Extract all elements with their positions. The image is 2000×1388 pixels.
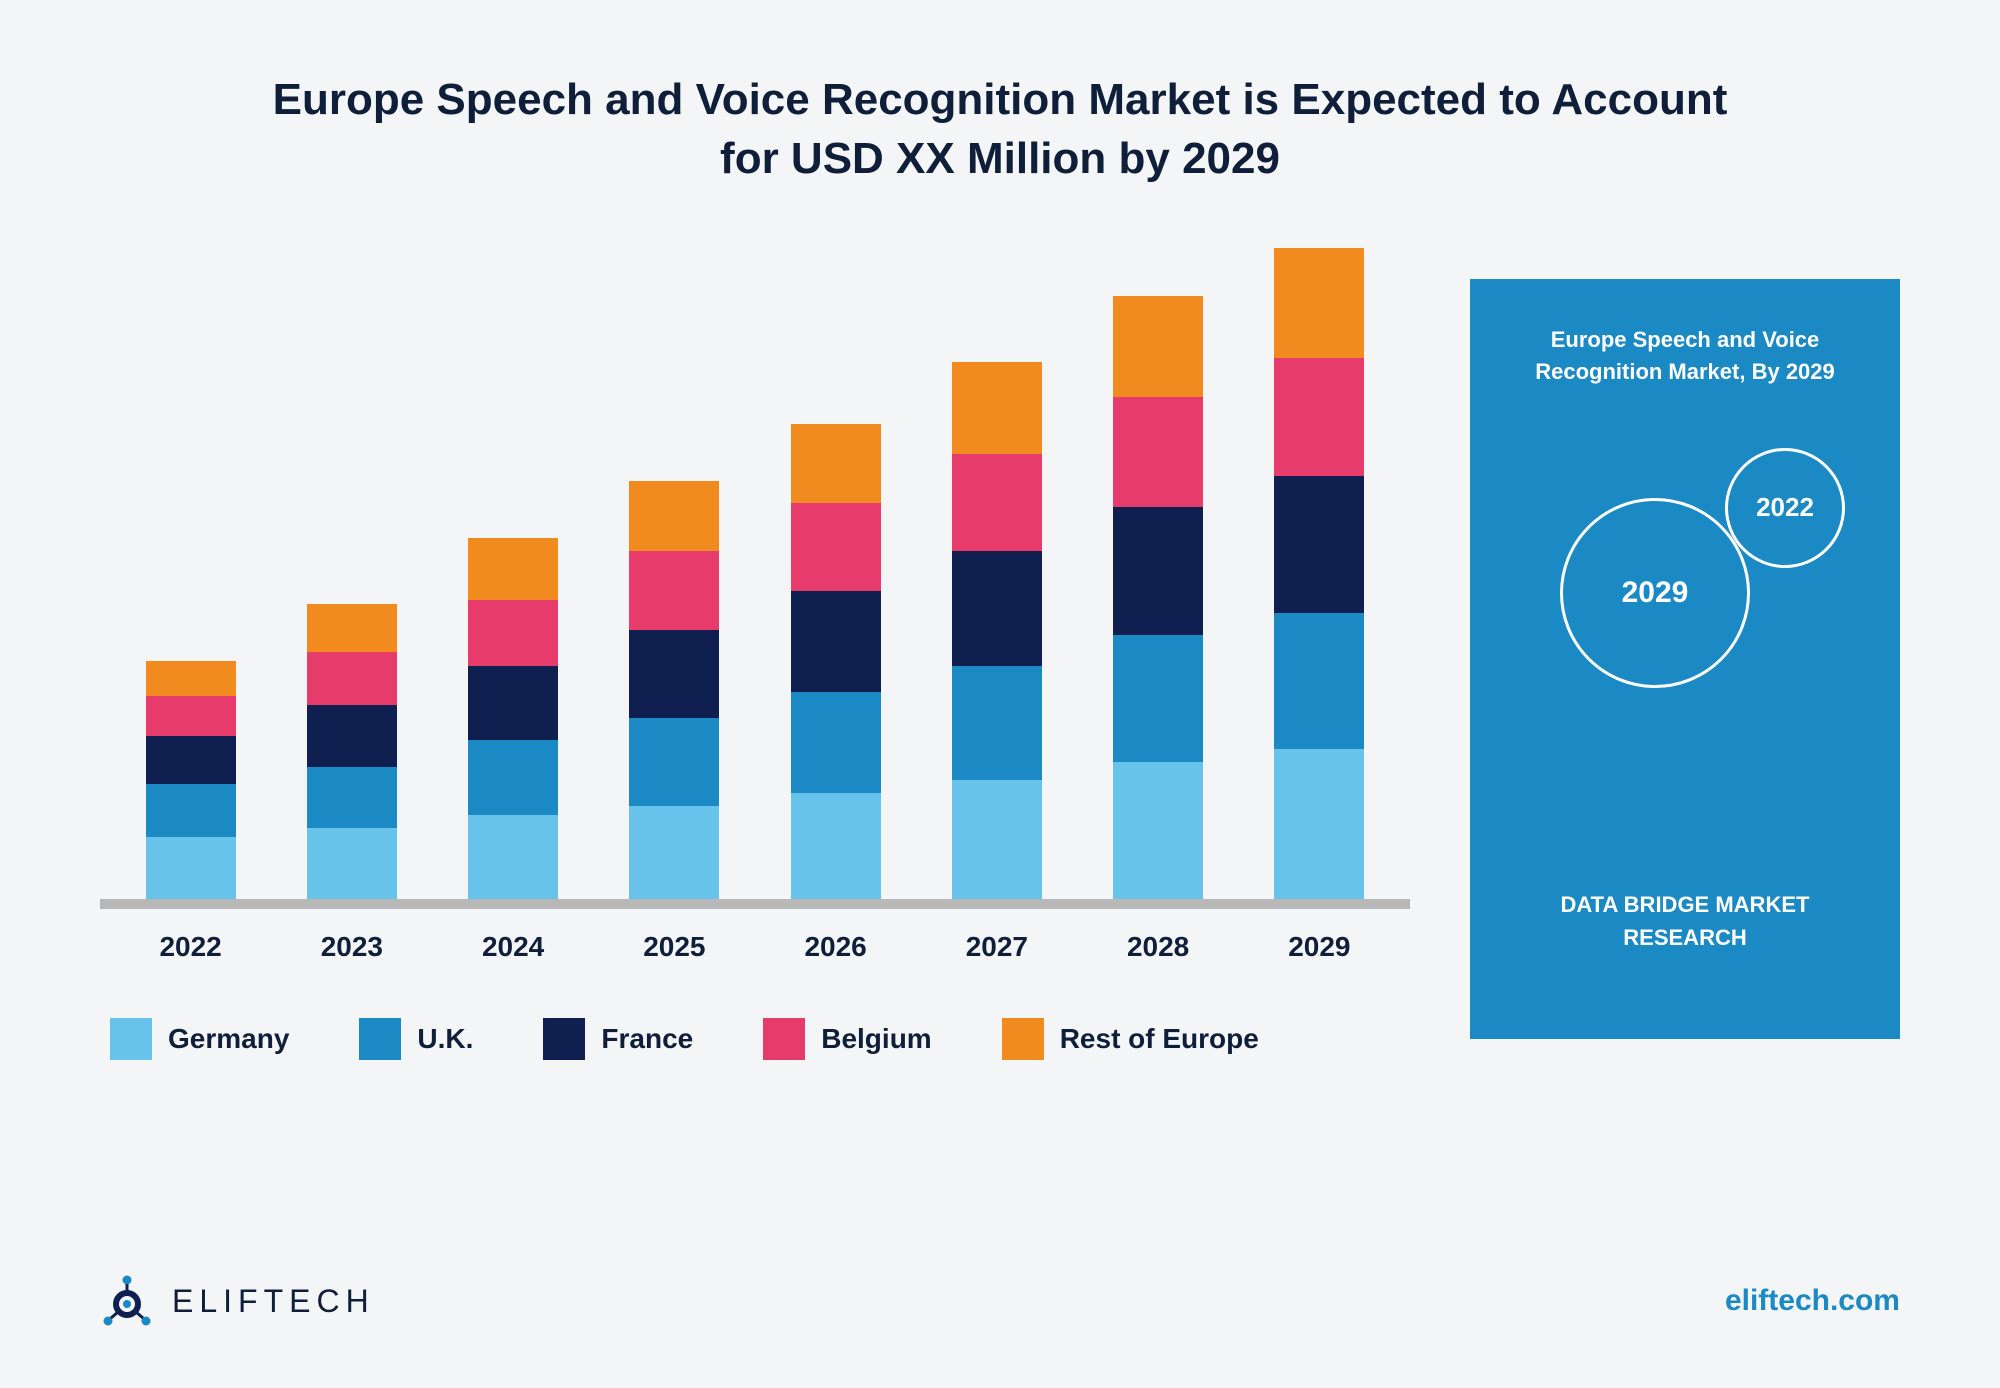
legend-item: Germany (110, 1018, 289, 1060)
bar-segment (307, 705, 397, 767)
x-axis-label: 2027 (916, 931, 1077, 963)
legend-label: Germany (168, 1023, 289, 1055)
legend-label: Belgium (821, 1023, 931, 1055)
bar (952, 362, 1042, 899)
bar-segment (307, 604, 397, 652)
website-url: eliftech.com (1725, 1284, 1900, 1318)
bar-segment (952, 362, 1042, 454)
bar-segment (629, 551, 719, 630)
bar-segment (791, 793, 881, 899)
bar (146, 661, 236, 899)
panel-circles: 2029 2022 (1500, 428, 1870, 708)
legend-item: France (543, 1018, 693, 1060)
bar-segment (468, 538, 558, 600)
bar-segment (468, 815, 558, 899)
x-axis-label: 2029 (1239, 931, 1400, 963)
bar-segment (952, 666, 1042, 780)
bar-segment (791, 424, 881, 503)
bar-segment (1113, 762, 1203, 898)
bar (629, 481, 719, 899)
bar-segment (1113, 296, 1203, 397)
bar-segment (1274, 358, 1364, 477)
legend-swatch (1002, 1018, 1044, 1060)
bar-segment (468, 666, 558, 741)
bar-segment (791, 692, 881, 793)
bar-segment (1274, 749, 1364, 899)
bar-segment (1274, 476, 1364, 612)
x-axis-label: 2022 (110, 931, 271, 963)
bar (791, 424, 881, 899)
x-axis-label: 2024 (433, 931, 594, 963)
bar-segment (1113, 397, 1203, 507)
legend-swatch (763, 1018, 805, 1060)
legend-swatch (110, 1018, 152, 1060)
brand-logo: ELIFTECH (100, 1274, 375, 1328)
content-row: 20222023202420252026202720282029 Germany… (100, 259, 1900, 1060)
bar-group (271, 604, 432, 899)
bar-segment (952, 454, 1042, 551)
bar-segment (1274, 248, 1364, 358)
bar-segment (629, 718, 719, 806)
circle-2029-label: 2029 (1622, 576, 1689, 610)
x-axis-label: 2025 (594, 931, 755, 963)
x-axis-label: 2023 (271, 931, 432, 963)
circle-2022: 2022 (1725, 448, 1845, 568)
bar-group (1078, 296, 1239, 899)
legend-label: U.K. (417, 1023, 473, 1055)
x-axis-label: 2028 (1078, 931, 1239, 963)
bar-segment (146, 736, 236, 784)
legend-swatch (543, 1018, 585, 1060)
bar-segment (1113, 507, 1203, 635)
x-axis-labels: 20222023202420252026202720282029 (100, 931, 1410, 963)
legend-item: Rest of Europe (1002, 1018, 1259, 1060)
bar-segment (1113, 635, 1203, 763)
stacked-bar-chart (100, 259, 1410, 909)
chart-title: Europe Speech and Voice Recognition Mark… (250, 70, 1750, 189)
legend-swatch (359, 1018, 401, 1060)
bar-group (433, 538, 594, 899)
chart-column: 20222023202420252026202720282029 Germany… (100, 259, 1410, 1060)
bar (307, 604, 397, 899)
bar-group (1239, 248, 1400, 899)
bar (1274, 248, 1364, 899)
legend-item: Belgium (763, 1018, 931, 1060)
bar-segment (146, 696, 236, 736)
page-footer: ELIFTECH eliftech.com (100, 1274, 1900, 1328)
bar-segment (952, 780, 1042, 899)
bar-segment (468, 600, 558, 666)
bar (468, 538, 558, 899)
brand-name: ELIFTECH (172, 1283, 375, 1320)
bar-segment (629, 630, 719, 718)
bar-group (110, 661, 271, 899)
legend-label: France (601, 1023, 693, 1055)
bar-segment (146, 837, 236, 899)
bar-group (755, 424, 916, 899)
panel-title: Europe Speech and Voice Recognition Mark… (1500, 324, 1870, 388)
bar-segment (146, 661, 236, 696)
bar-segment (307, 828, 397, 898)
bar-segment (468, 740, 558, 815)
bar-segment (307, 767, 397, 829)
bar-segment (307, 652, 397, 705)
bar-segment (952, 551, 1042, 665)
bar-group (594, 481, 755, 899)
bar-segment (1274, 613, 1364, 749)
circle-2022-label: 2022 (1756, 492, 1814, 523)
legend-label: Rest of Europe (1060, 1023, 1259, 1055)
side-info-panel: Europe Speech and Voice Recognition Mark… (1470, 279, 1900, 1039)
legend-item: U.K. (359, 1018, 473, 1060)
bar-segment (791, 591, 881, 692)
bar-segment (791, 503, 881, 591)
bar (1113, 296, 1203, 899)
panel-footer-text: DATA BRIDGE MARKET RESEARCH (1470, 888, 1900, 954)
circle-2029: 2029 (1560, 498, 1750, 688)
bar-group (916, 362, 1077, 899)
eliftech-logo-icon (100, 1274, 154, 1328)
chart-legend: Germany U.K. France Belgium Rest of Europe (100, 1018, 1410, 1060)
bar-segment (629, 806, 719, 898)
bar-segment (146, 784, 236, 837)
x-axis-label: 2026 (755, 931, 916, 963)
bar-segment (629, 481, 719, 551)
